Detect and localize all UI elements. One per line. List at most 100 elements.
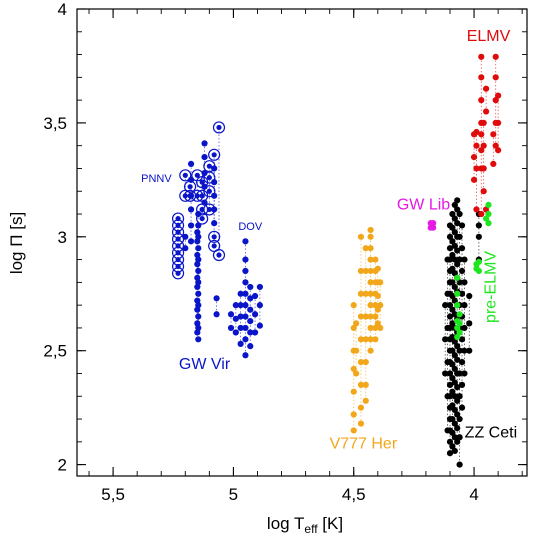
data-point — [374, 292, 381, 300]
data-point — [372, 336, 379, 343]
data-point — [199, 215, 205, 222]
y-tick-label: 2 — [58, 456, 67, 475]
data-point — [377, 302, 384, 309]
data-point — [194, 306, 201, 313]
data-point — [458, 222, 466, 229]
data-point — [446, 381, 454, 388]
data-point — [461, 324, 468, 332]
data-point — [187, 222, 195, 229]
group-label-pre-elmv: pre-ELMV — [483, 251, 500, 323]
data-point — [454, 356, 461, 363]
data-point — [482, 108, 490, 115]
data-point — [232, 302, 239, 309]
data-point — [454, 384, 461, 391]
data-point-ring — [196, 212, 209, 225]
data-point — [256, 302, 263, 309]
data-point — [367, 336, 374, 343]
data-point — [456, 434, 463, 441]
data-point — [461, 256, 468, 263]
tick-labels: 5,5 5 4,5 4 2 2,5 3 3,5 4 — [43, 0, 478, 504]
data-point — [458, 267, 466, 275]
data-point — [490, 160, 497, 168]
data-point — [449, 388, 456, 395]
data-point — [451, 420, 458, 427]
data-point — [374, 265, 381, 272]
data-point — [470, 131, 478, 138]
data-point — [377, 324, 384, 332]
data-point — [449, 279, 456, 286]
data-point — [444, 393, 451, 400]
data-point — [242, 279, 249, 286]
data-point — [367, 245, 374, 252]
data-point — [194, 297, 201, 304]
data-point — [251, 292, 259, 300]
data-point — [456, 311, 463, 318]
data-point — [206, 174, 212, 181]
data-point — [194, 193, 200, 199]
data-point — [187, 238, 195, 245]
data-point — [427, 220, 434, 227]
data-point — [242, 302, 249, 309]
data-point — [251, 329, 259, 336]
data-point — [466, 347, 473, 354]
x-axis-label-sub: eff — [304, 522, 318, 536]
data-point — [458, 381, 466, 388]
data-point — [194, 283, 201, 291]
data-point — [454, 324, 461, 332]
data-point — [444, 256, 451, 263]
data-point-ring — [208, 148, 221, 161]
data-point — [206, 188, 212, 194]
data-point — [451, 229, 458, 236]
data-point — [444, 427, 451, 434]
data-point — [247, 317, 254, 325]
data-point — [362, 397, 369, 404]
data-point — [362, 358, 369, 366]
data-point — [242, 352, 249, 359]
data-point — [480, 188, 487, 195]
data-point — [478, 147, 485, 154]
data-point — [372, 324, 379, 332]
data-point — [374, 306, 381, 313]
data-point — [211, 206, 218, 213]
group-label-pnnv: PNNV — [141, 173, 172, 185]
data-point — [201, 153, 208, 161]
data-point — [492, 142, 499, 149]
data-point — [485, 210, 492, 218]
data-point — [478, 210, 485, 218]
data-point — [247, 329, 254, 336]
data-point — [362, 381, 369, 388]
data-point — [475, 258, 482, 265]
data-point-ring — [179, 169, 192, 182]
data-point-ring — [203, 203, 216, 216]
data-point — [195, 245, 202, 252]
data-point — [466, 292, 473, 300]
data-point — [451, 270, 458, 277]
data-point — [211, 220, 218, 227]
data-point — [353, 370, 360, 377]
series-pnnv — [171, 121, 226, 280]
group-label-gw-lib: GW Lib — [397, 196, 450, 213]
data-point — [449, 292, 456, 300]
data-point — [237, 290, 244, 297]
data-point — [367, 267, 374, 275]
data-point — [353, 347, 360, 354]
data-point — [473, 206, 480, 213]
data-point — [454, 425, 461, 432]
data-point — [449, 429, 456, 436]
plot-area — [171, 53, 502, 468]
data-point — [449, 251, 456, 259]
data-point — [237, 313, 244, 320]
data-point — [456, 347, 463, 354]
data-point — [194, 320, 201, 327]
data-point — [482, 215, 490, 222]
data-point — [247, 306, 254, 313]
data-point — [442, 336, 449, 343]
data-point — [357, 381, 365, 388]
plot-frame — [76, 8, 528, 477]
data-point — [456, 393, 463, 400]
data-point — [456, 415, 463, 423]
data-point — [449, 443, 456, 450]
data-point — [195, 336, 202, 343]
data-point — [490, 131, 497, 138]
data-point — [451, 283, 458, 291]
